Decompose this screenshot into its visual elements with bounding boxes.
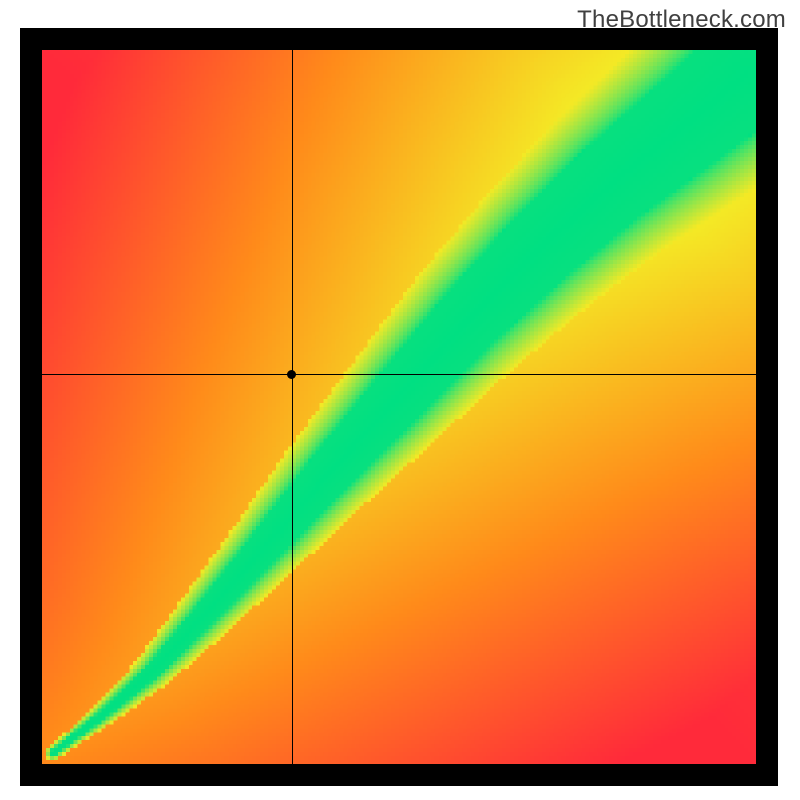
watermark-text: TheBottleneck.com (577, 6, 786, 34)
crosshair-horizontal (42, 374, 756, 375)
stage: TheBottleneck.com (0, 0, 800, 800)
bottleneck-heatmap (42, 50, 756, 764)
crosshair-vertical (292, 50, 293, 764)
crosshair-marker (287, 370, 296, 379)
